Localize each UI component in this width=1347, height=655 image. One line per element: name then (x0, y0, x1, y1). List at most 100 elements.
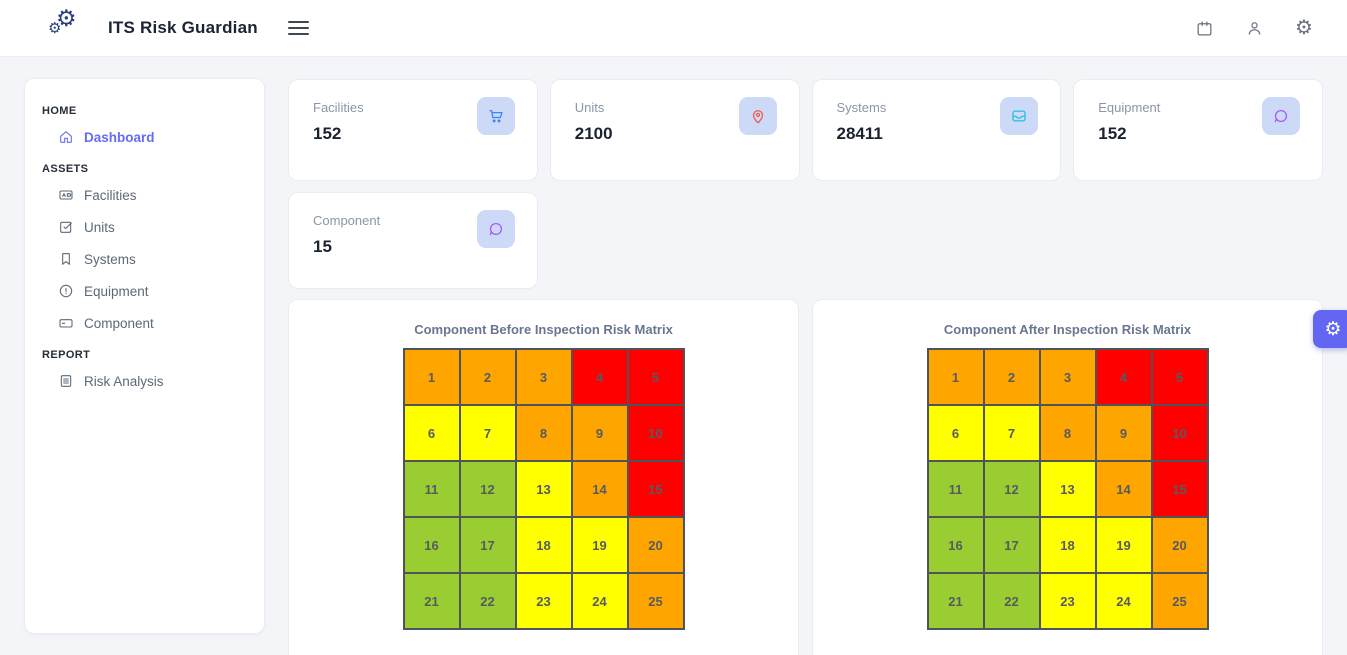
risk-matrix-cell: 12 (983, 461, 1040, 517)
sidebar: HOME Dashboard ASSETS Facilities Units S… (24, 78, 265, 634)
risk-matrix-cell: 6 (403, 405, 460, 461)
risk-matrix-cell: 7 (983, 405, 1040, 461)
risk-matrix-cell: 17 (459, 517, 516, 573)
home-icon (60, 131, 72, 143)
risk-matrix-cell: 16 (927, 517, 984, 573)
inbox-icon (1000, 97, 1039, 135)
risk-matrix-cell: 20 (627, 517, 684, 573)
risk-matrix-cell: 18 (1039, 517, 1096, 573)
risk-matrix-cell: 12 (459, 461, 516, 517)
risk-matrix-cell: 13 (515, 461, 572, 517)
risk-matrix-cell: 17 (983, 517, 1040, 573)
floating-settings-button[interactable]: ⚙ (1313, 310, 1347, 348)
stat-cards-row-2: Component 15 (288, 192, 1323, 289)
risk-matrix-cell: 22 (459, 573, 516, 629)
risk-matrix-cell: 5 (1151, 349, 1208, 405)
card-icon (59, 319, 73, 328)
risk-matrix-cell: 23 (1039, 573, 1096, 629)
sidebar-item-dashboard[interactable]: Dashboard (42, 121, 264, 153)
gears-logo-icon: ⚙ ⚙ (48, 5, 77, 37)
risk-matrix-cell: 1 (927, 349, 984, 405)
sidebar-item-label: Dashboard (84, 129, 155, 145)
sidebar-item-component[interactable]: Component (42, 307, 264, 339)
risk-matrix-cell: 6 (927, 405, 984, 461)
stat-value: 15 (313, 237, 332, 256)
document-icon (60, 375, 72, 387)
risk-matrix-cell: 14 (1095, 461, 1152, 517)
risk-matrix-cell: 9 (1095, 405, 1152, 461)
risk-matrix-cell: 21 (927, 573, 984, 629)
stat-value: 152 (1098, 124, 1127, 143)
risk-matrix-cell: 18 (515, 517, 572, 573)
sidebar-item-label: Facilities (84, 187, 137, 203)
risk-matrix-cell: 22 (983, 573, 1040, 629)
risk-matrix-card-before: Component Before Inspection Risk Matrix … (288, 299, 799, 655)
risk-matrix-cell: 19 (1095, 517, 1152, 573)
sidebar-item-equipment[interactable]: Equipment (42, 275, 264, 307)
calendar-icon[interactable] (1193, 17, 1215, 39)
bookmark-icon (62, 253, 70, 265)
sidebar-item-label: Risk Analysis (84, 373, 164, 389)
stat-label: Units (574, 100, 605, 115)
stat-value: 2100 (574, 124, 613, 143)
stat-label: Equipment (1098, 100, 1161, 115)
sidebar-item-label: Units (84, 219, 115, 235)
sidebar-item-units[interactable]: Units (42, 211, 264, 243)
sidebar-item-risk-analysis[interactable]: Risk Analysis (42, 365, 264, 397)
stat-card-equipment: Equipment 152 (1073, 79, 1323, 181)
sidebar-item-label: Component (84, 315, 154, 331)
chat-bubble-icon (477, 210, 515, 248)
risk-matrix-cell: 14 (571, 461, 628, 517)
user-icon[interactable] (1243, 17, 1265, 39)
risk-matrix-cell: 8 (515, 405, 572, 461)
risk-matrix-cell: 16 (403, 517, 460, 573)
gear-icon: ⚙ (1324, 318, 1342, 340)
risk-matrix-cell: 13 (1039, 461, 1096, 517)
stat-card-units: Units 2100 (549, 79, 800, 181)
risk-matrix-cell: 25 (627, 573, 684, 629)
risk-matrices-row: Component Before Inspection Risk Matrix … (288, 299, 1323, 655)
menu-toggle-icon[interactable] (284, 17, 313, 39)
risk-matrix-cell: 3 (1039, 349, 1096, 405)
risk-matrix-cell: 19 (571, 517, 628, 573)
risk-matrix-cell: 7 (459, 405, 516, 461)
main-content: Facilities 152 Units 2100 Systems 28411 (288, 79, 1323, 655)
sidebar-item-facilities[interactable]: Facilities (42, 179, 264, 211)
risk-matrix-cell: 4 (571, 349, 628, 405)
stat-card-component: Component 15 (288, 192, 538, 289)
risk-matrix-cell: 15 (1151, 461, 1208, 517)
settings-icon[interactable]: ⚙ (1295, 17, 1313, 39)
stat-value: 152 (313, 124, 342, 143)
stat-card-systems: Systems 28411 (811, 79, 1062, 181)
app-title: ITS Risk Guardian (108, 18, 258, 37)
section-title-home: HOME (42, 105, 77, 117)
risk-matrix-cell: 24 (1095, 573, 1152, 629)
risk-matrix-card-after: Component After Inspection Risk Matrix 1… (812, 299, 1323, 655)
stat-label: Component (313, 213, 381, 228)
risk-matrix-grid: 1 2 3 4 5 6 7 8 9 10 11 12 13 14 15 16 17 18 19 20 21 22 23 24 2… (402, 348, 685, 630)
risk-matrix-cell: 10 (1151, 405, 1208, 461)
risk-matrix-cell: 11 (403, 461, 460, 517)
risk-matrix-title: Component After Inspection Risk Matrix (943, 322, 1192, 337)
sidebar-item-label: Equipment (84, 283, 149, 299)
risk-matrix-cell: 5 (627, 349, 684, 405)
risk-matrix-title: Component Before Inspection Risk Matrix (414, 322, 673, 337)
risk-matrix-cell: 1 (403, 349, 460, 405)
stat-label: Facilities (313, 100, 364, 115)
stat-card-facilities: Facilities 152 (288, 79, 538, 181)
location-pin-icon (738, 97, 777, 135)
chat-bubble-icon (1262, 97, 1300, 135)
sidebar-item-label: Systems (84, 251, 136, 267)
app-header: ⚙ ⚙ ITS Risk Guardian ⚙ (0, 0, 1347, 57)
section-title-report: REPORT (42, 349, 91, 361)
risk-matrix-cell: 24 (571, 573, 628, 629)
risk-matrix-cell: 2 (983, 349, 1040, 405)
sidebar-item-systems[interactable]: Systems (42, 243, 264, 275)
alert-circle-icon (59, 284, 73, 298)
cart-icon (476, 97, 515, 135)
risk-matrix-cell: 20 (1151, 517, 1208, 573)
risk-matrix-cell: 23 (515, 573, 572, 629)
stat-cards-row-1: Facilities 152 Units 2100 Systems 28411 (288, 79, 1323, 181)
risk-matrix-cell: 4 (1095, 349, 1152, 405)
risk-matrix-grid: 1 2 3 4 5 6 7 8 9 10 11 12 13 14 15 16 17 18 19 20 21 22 23 24 2… (926, 348, 1209, 630)
